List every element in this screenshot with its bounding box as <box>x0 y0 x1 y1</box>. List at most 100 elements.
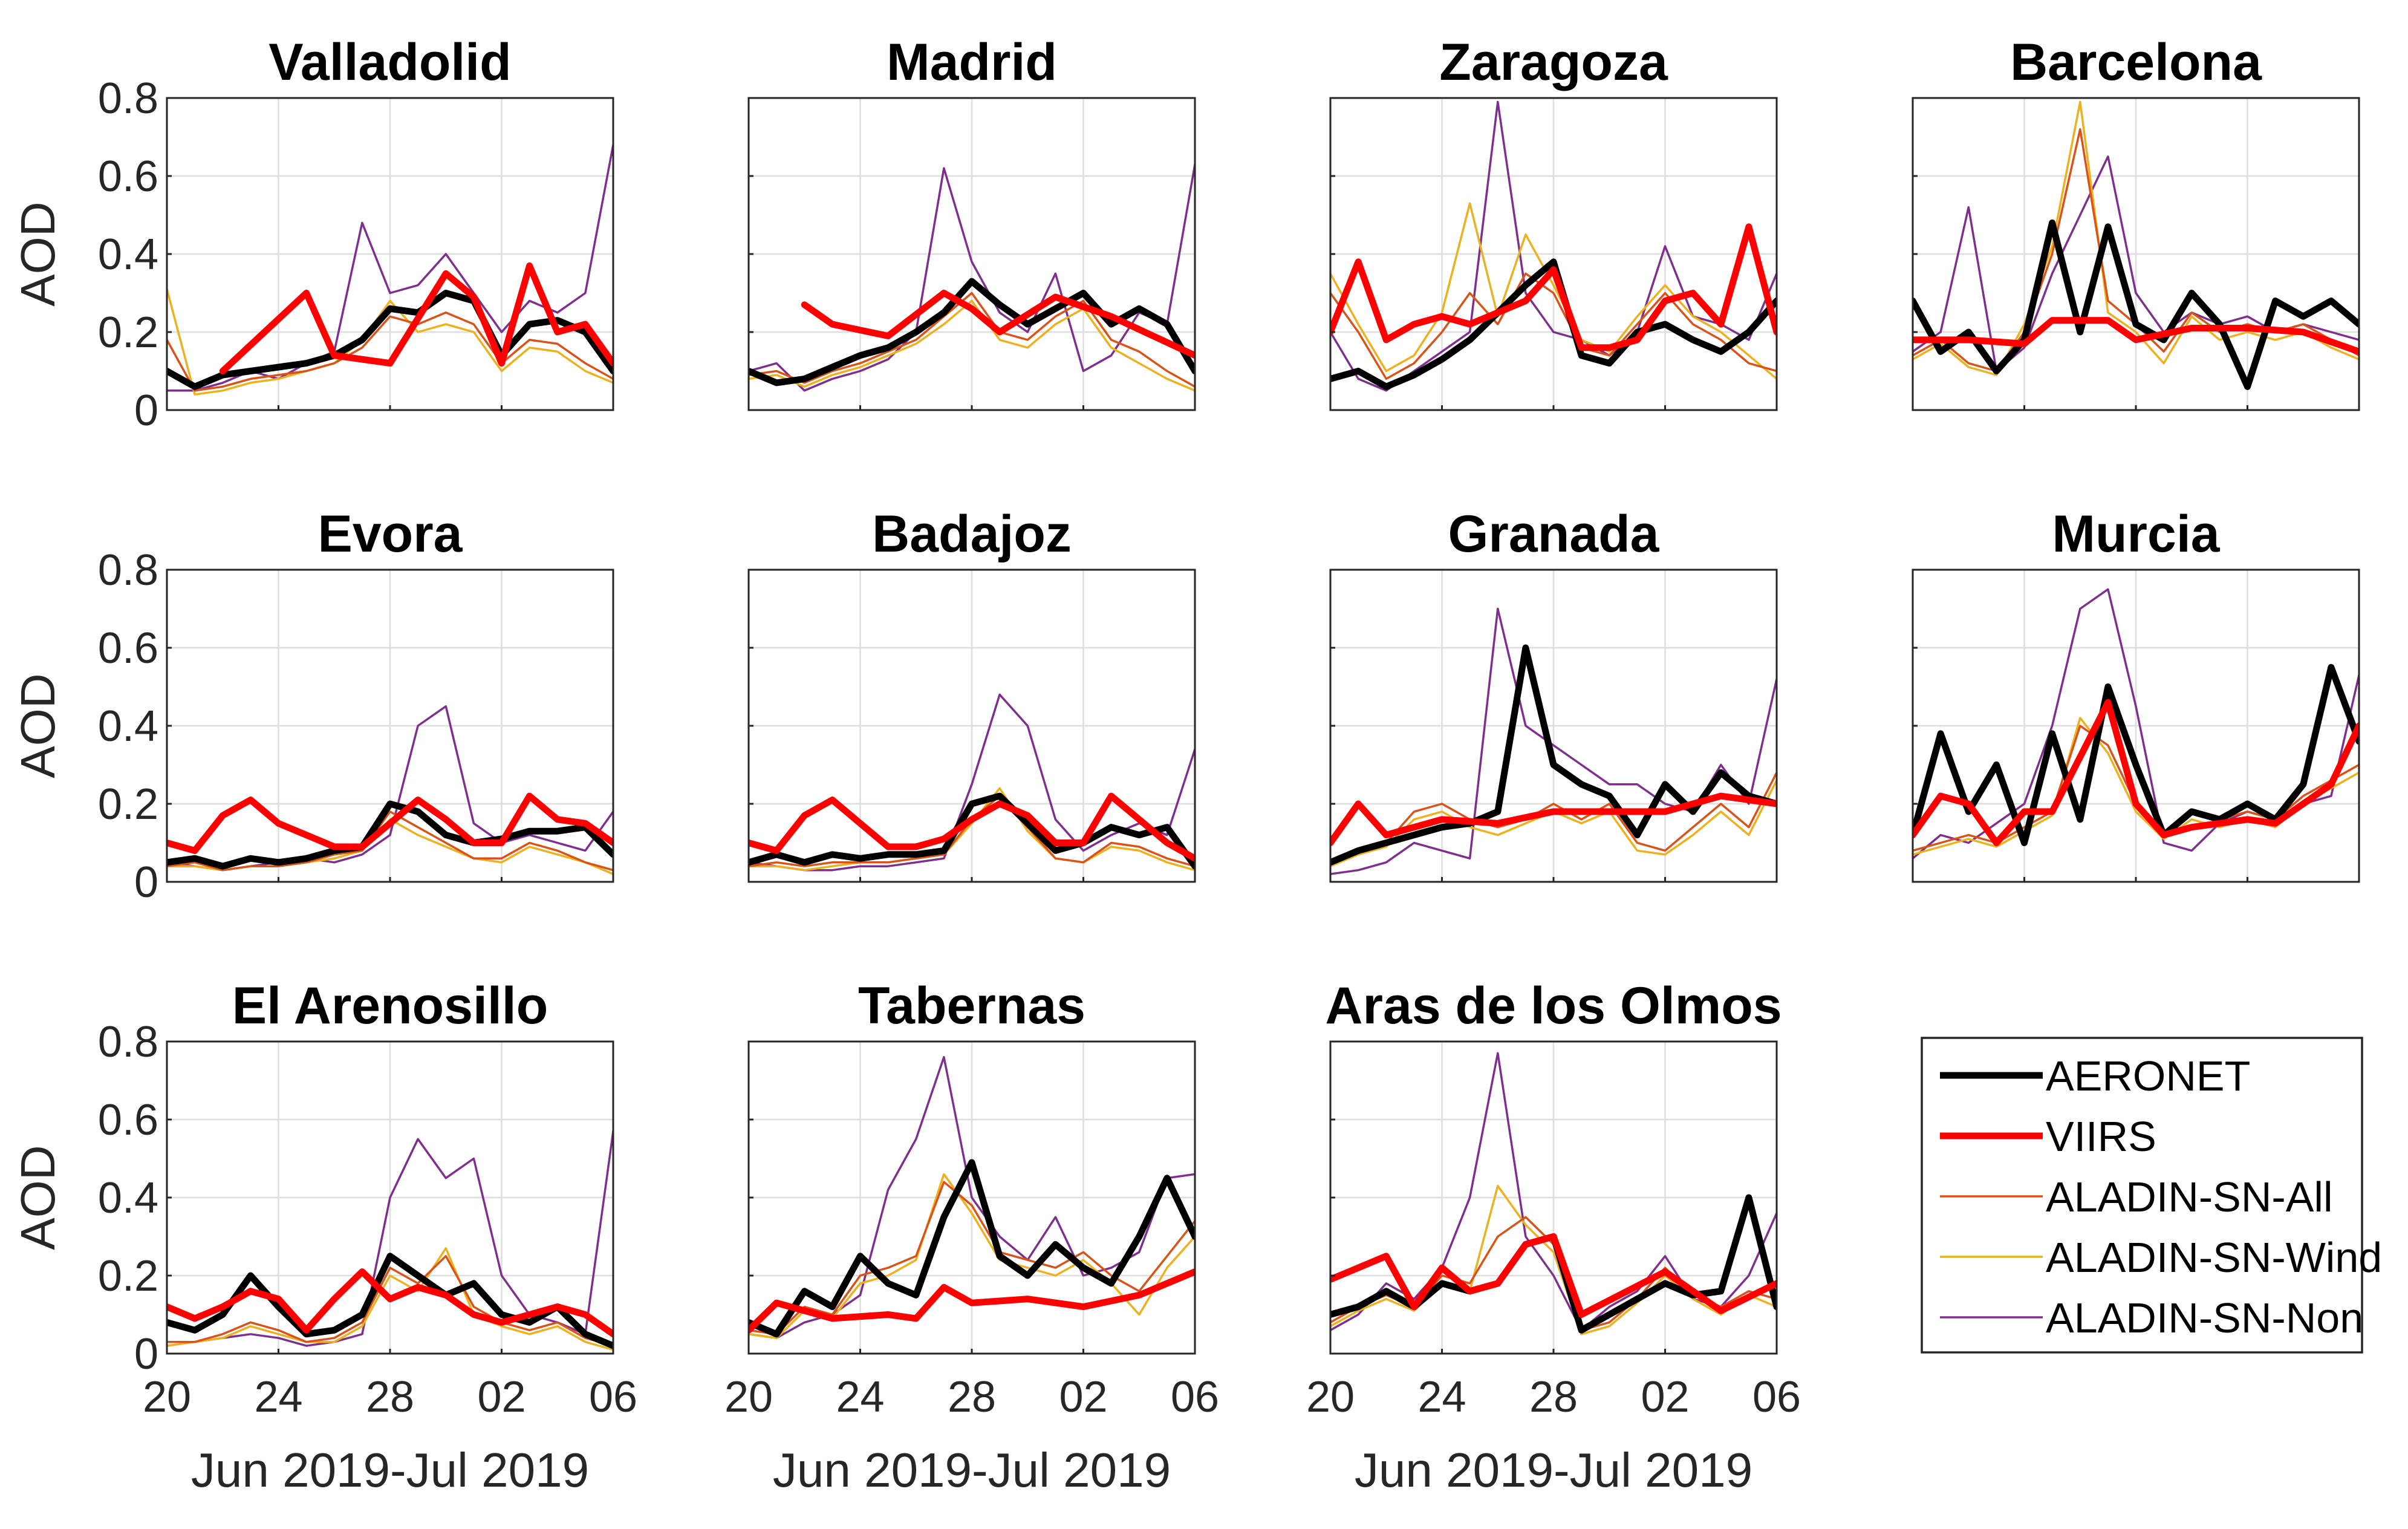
x-axis-label: Jun 2019-Jul 2019 <box>1355 1443 1752 1497</box>
x-tick-label: 06 <box>1752 1373 1801 1421</box>
series-line-aladin-sn-wind <box>167 1247 613 1351</box>
panel-title: Valladolid <box>268 33 511 91</box>
series-line-viirs <box>1913 699 2359 846</box>
legend-label: ALADIN-SN-All <box>2046 1173 2333 1221</box>
legend-label: AERONET <box>2046 1052 2250 1100</box>
x-tick-label: 28 <box>366 1373 414 1421</box>
x-tick-label: 02 <box>477 1373 526 1421</box>
legend-label: VIIRS <box>2046 1113 2156 1160</box>
y-tick-label: 0 <box>134 1330 158 1378</box>
series-group <box>1330 607 1777 875</box>
y-tick-label: 0.2 <box>98 308 158 357</box>
x-tick-label: 02 <box>1059 1373 1107 1421</box>
y-axis-label: AOD <box>11 201 65 306</box>
panel-murcia: Murcia <box>1912 505 2360 883</box>
panel-title: Aras de los Olmos <box>1325 977 1782 1035</box>
x-axis-label: Jun 2019-Jul 2019 <box>191 1443 589 1497</box>
y-tick-label: 0.2 <box>98 1252 158 1300</box>
panel-title: Barcelona <box>2010 33 2262 91</box>
series-line-aladin-sn-wind <box>1330 202 1777 380</box>
series-line-aeronet <box>1913 663 2359 846</box>
panel-title: Evora <box>317 505 463 563</box>
series-group <box>167 1130 613 1351</box>
x-axis-label: Jun 2019-Jul 2019 <box>773 1443 1171 1497</box>
y-tick-label: 0 <box>134 858 158 907</box>
y-tick-label: 0.6 <box>98 1096 158 1144</box>
series-line-aeronet <box>167 1253 613 1349</box>
series-group <box>1913 100 2359 390</box>
x-tick-label: 06 <box>1171 1373 1219 1421</box>
series-line-viirs <box>1913 317 2359 355</box>
series-line-aeronet <box>749 792 1195 870</box>
series-line-aeronet <box>749 1159 1195 1338</box>
series-line-aladin-sn-all <box>749 292 1195 388</box>
legend-item-viirs: VIIRS <box>1940 1113 2156 1160</box>
series-line-aladin-sn-wind <box>749 299 1195 392</box>
x-tick-label: 20 <box>724 1373 773 1421</box>
y-axis-label: AOD <box>11 1145 65 1250</box>
series-line-viirs <box>1330 1233 1777 1318</box>
series-group <box>1913 588 2359 860</box>
y-tick-label: 0.8 <box>98 74 158 123</box>
panel-evora: Evora 0 0.2 0.4 0.6 0.8 AOD <box>11 505 614 907</box>
series-line-aladin-sn-wind <box>1330 1184 1777 1335</box>
series-line-viirs <box>749 792 1195 862</box>
y-axis-label: AOD <box>11 673 65 778</box>
y-tick-label: 0.8 <box>98 546 158 595</box>
series-group <box>1330 100 1777 392</box>
x-tick-label: 28 <box>1529 1373 1578 1421</box>
series-line-viirs <box>167 1268 613 1338</box>
series-line-viirs <box>1330 792 1777 846</box>
series-group <box>749 163 1195 392</box>
legend-item-aladin-sn-all: ALADIN-SN-All <box>1940 1173 2333 1221</box>
series-line-aladin-sn-wind <box>1913 100 2359 376</box>
y-tick-label: 0.4 <box>98 1174 158 1222</box>
series-line-viirs <box>801 290 1195 359</box>
panel-title: Zaragoza <box>1439 33 1668 91</box>
series-line-viirs <box>219 262 613 374</box>
series-line-aladin-sn-all <box>167 810 613 872</box>
x-tick-label: 24 <box>836 1373 884 1421</box>
series-line-aladin-sn-all <box>167 1255 613 1347</box>
x-tick-label: 20 <box>143 1373 191 1421</box>
panel-title: El Arenosillo <box>232 977 548 1035</box>
x-tick-label: 06 <box>589 1373 637 1421</box>
x-tick-label: 28 <box>948 1373 996 1421</box>
series-line-aeronet <box>1330 258 1777 390</box>
series-line-viirs <box>749 1268 1195 1334</box>
panel-barcelona: Barcelona <box>1912 33 2360 411</box>
panel-title: Granada <box>1448 505 1660 563</box>
series-line-aladin-sn-non <box>749 163 1195 392</box>
panel-title: Tabernas <box>858 977 1085 1035</box>
panel-granada: Granada <box>1329 505 1778 883</box>
series-line-aladin-sn-all <box>749 1181 1195 1335</box>
series-group <box>749 1056 1195 1339</box>
legend-label: ALADIN-SN-Wind <box>2046 1234 2382 1281</box>
y-tick-label: 0.4 <box>98 702 158 751</box>
panel-madrid: Madrid <box>747 33 1196 411</box>
panel-valladolid: Valladolid 0 0.2 0.4 0.6 0.8 AOD <box>11 33 614 435</box>
panel-badajoz: Badajoz <box>747 505 1196 883</box>
y-tick-label: 0.8 <box>98 1018 158 1066</box>
x-tick-label: 20 <box>1306 1373 1355 1421</box>
x-tick-label: 02 <box>1641 1373 1689 1421</box>
legend-item-aladin-sn-wind: ALADIN-SN-Wind <box>1940 1234 2382 1281</box>
panel-zaragoza: Zaragoza <box>1329 33 1778 411</box>
series-line-viirs <box>167 792 613 854</box>
series-group <box>1330 1052 1777 1335</box>
y-tick-label: 0 <box>134 386 158 435</box>
y-tick-label: 0.2 <box>98 780 158 829</box>
y-tick-label: 0.6 <box>98 152 158 201</box>
legend-label: ALADIN-SN-Non <box>2046 1294 2363 1342</box>
y-tick-label: 0.4 <box>98 230 158 279</box>
series-line-viirs <box>1330 223 1777 351</box>
series-group <box>167 143 613 396</box>
series-group <box>167 705 613 875</box>
y-tick-label: 0.6 <box>98 624 158 673</box>
panel-title: Madrid <box>887 33 1057 91</box>
legend: AERONET VIIRS ALADIN-SN-All ALADIN-SN-Wind A… <box>1921 1037 2382 1354</box>
panel-el-arenosillo: El Arenosillo 0 0.2 0.4 0.6 0.8 AOD 20 24 28 02 06J… <box>11 977 637 1497</box>
